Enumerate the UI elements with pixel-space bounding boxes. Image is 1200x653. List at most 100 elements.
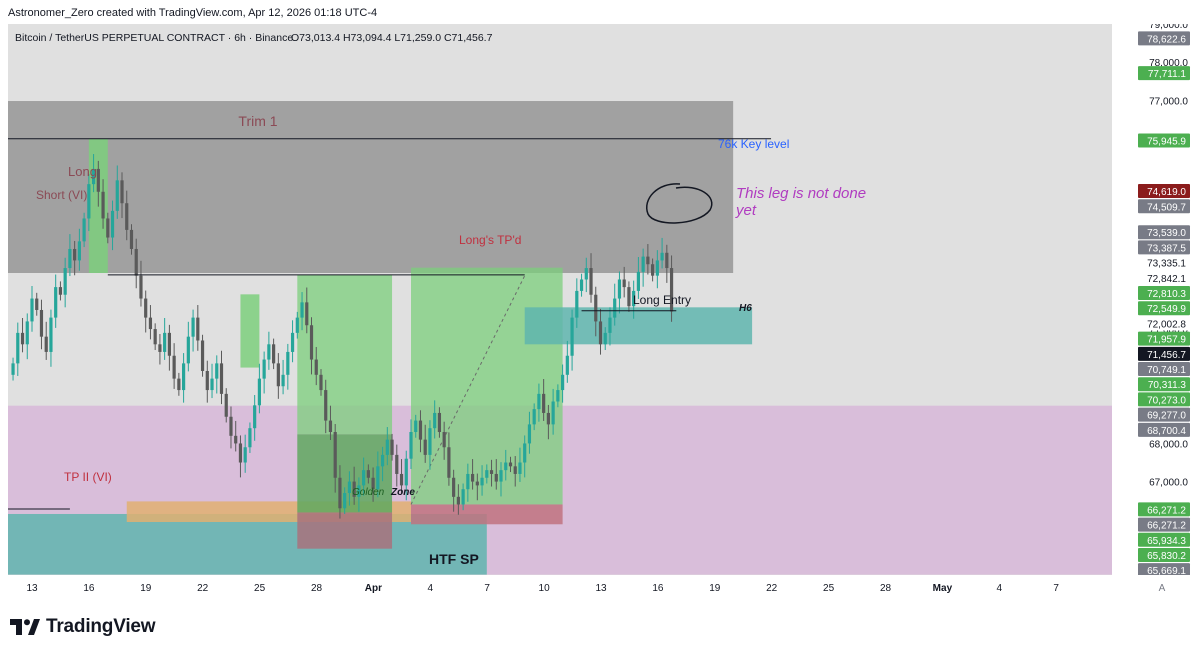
long-position-2-stop[interactable] — [411, 504, 563, 525]
candle — [409, 419, 413, 469]
candle — [433, 400, 437, 439]
price-chart[interactable]: Trim 1 76k Key level Long Short (VI) Long's … — [8, 24, 1192, 598]
candle — [485, 464, 489, 484]
candle — [598, 308, 603, 355]
candle — [556, 384, 560, 408]
candle — [262, 351, 266, 394]
candle — [139, 260, 143, 307]
candle — [224, 388, 228, 423]
tradingview-logo[interactable]: TradingView — [10, 616, 156, 638]
htf-sp-zone[interactable] — [8, 513, 487, 575]
candle — [63, 257, 67, 308]
candle — [243, 434, 247, 473]
hand-drawn-circle — [646, 183, 713, 224]
candle — [58, 281, 63, 301]
svg-text:66,271.2: 66,271.2 — [1147, 505, 1186, 516]
price-label: 65,669.1 — [1138, 563, 1190, 578]
price-label: 75,945.9 — [1138, 133, 1190, 148]
svg-text:70,311.3: 70,311.3 — [1148, 380, 1187, 391]
candle — [238, 435, 243, 478]
svg-text:72,002.8: 72,002.8 — [1147, 319, 1186, 330]
time-axis-tick: 4 — [428, 583, 434, 594]
candle — [632, 280, 636, 319]
ohlc-values: O73,013.4 H73,094.4 L71,259.0 C71,456.7 — [291, 32, 493, 44]
time-axis-tick: 10 — [539, 583, 551, 594]
candle — [646, 244, 650, 275]
candle — [229, 406, 233, 449]
candle — [300, 292, 304, 331]
htf-sp-label: HTF SP — [429, 551, 479, 567]
candle — [25, 313, 29, 360]
price-label: 66,271.2 — [1138, 502, 1190, 517]
price-label: 73,539.0 — [1138, 225, 1190, 240]
long-position-1-stop[interactable] — [297, 512, 393, 549]
svg-text:73,335.1: 73,335.1 — [1147, 259, 1186, 270]
chart-frame[interactable]: Trim 1 76k Key level Long Short (VI) Long's … — [8, 24, 1192, 598]
candle — [641, 248, 645, 287]
svg-text:77,711.1: 77,711.1 — [1148, 69, 1187, 80]
candle — [177, 372, 181, 396]
tradingview-wordmark: TradingView — [46, 616, 156, 637]
candle — [35, 292, 39, 316]
candle — [115, 165, 119, 219]
long-label: Long — [68, 164, 97, 179]
candle — [267, 331, 271, 370]
candle — [253, 395, 257, 441]
candle — [442, 421, 446, 460]
svg-text:71,456.7: 71,456.7 — [1147, 350, 1186, 361]
time-axis-tick: 25 — [254, 583, 266, 594]
time-axis-tick: 13 — [26, 583, 38, 594]
candle — [603, 327, 607, 351]
time-axis-tick: Apr — [365, 583, 382, 594]
candle — [343, 487, 347, 514]
candle — [452, 469, 456, 512]
leg-not-done-label-1: This leg is not done — [736, 185, 866, 202]
candle — [125, 190, 129, 241]
candle — [148, 305, 153, 340]
candle — [163, 317, 167, 360]
footer: TradingView — [0, 600, 1200, 653]
candle — [153, 323, 157, 351]
candle — [636, 256, 640, 299]
price-label: 72,842.1 — [1138, 270, 1190, 285]
price-axis-tick: 79,000.0 — [1149, 24, 1188, 31]
candle — [49, 309, 53, 367]
time-axis-tick: 13 — [595, 583, 607, 594]
auto-scale-button: A — [1159, 583, 1166, 594]
candle — [542, 379, 546, 421]
candle — [234, 420, 238, 452]
h6-label: H6 — [739, 303, 752, 314]
time-axis-tick: 22 — [766, 583, 778, 594]
candle — [54, 274, 58, 328]
candle — [376, 451, 380, 498]
candle — [172, 343, 176, 389]
candle — [257, 363, 261, 414]
candle — [537, 383, 541, 422]
small-long-2[interactable] — [240, 294, 260, 368]
candle — [527, 411, 532, 454]
price-label: 72,549.9 — [1138, 301, 1190, 316]
candle — [608, 307, 612, 346]
svg-text:72,842.1: 72,842.1 — [1147, 274, 1186, 285]
candle — [561, 364, 565, 403]
candle — [305, 287, 309, 334]
candle — [480, 465, 484, 496]
supply-zone[interactable] — [8, 101, 734, 273]
time-axis-tick: 16 — [83, 583, 95, 594]
candle — [423, 424, 427, 463]
long-entry-zone[interactable] — [524, 307, 753, 345]
svg-text:73,539.0: 73,539.0 — [1147, 228, 1186, 239]
time-axis-tick: May — [933, 583, 953, 594]
time-axis[interactable] — [8, 575, 1192, 598]
price-label: 72,810.3 — [1138, 286, 1190, 301]
price-label: 70,749.1 — [1138, 362, 1190, 377]
candle — [665, 244, 669, 283]
candle — [167, 324, 171, 371]
candle — [272, 338, 276, 370]
golden-zone-label-2: Zone — [390, 487, 415, 498]
candle — [215, 355, 219, 394]
candle — [499, 462, 503, 497]
candle — [508, 456, 513, 473]
candle — [191, 309, 195, 352]
candle — [366, 464, 370, 484]
